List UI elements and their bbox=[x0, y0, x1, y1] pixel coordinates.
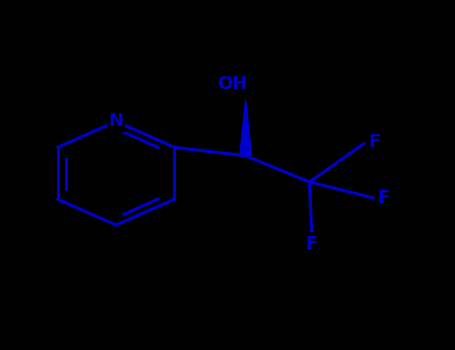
Text: OH: OH bbox=[217, 75, 247, 93]
Text: F: F bbox=[368, 133, 380, 151]
Text: F: F bbox=[377, 189, 389, 207]
Text: F: F bbox=[306, 235, 318, 253]
Polygon shape bbox=[240, 100, 252, 156]
Text: N: N bbox=[109, 112, 123, 131]
